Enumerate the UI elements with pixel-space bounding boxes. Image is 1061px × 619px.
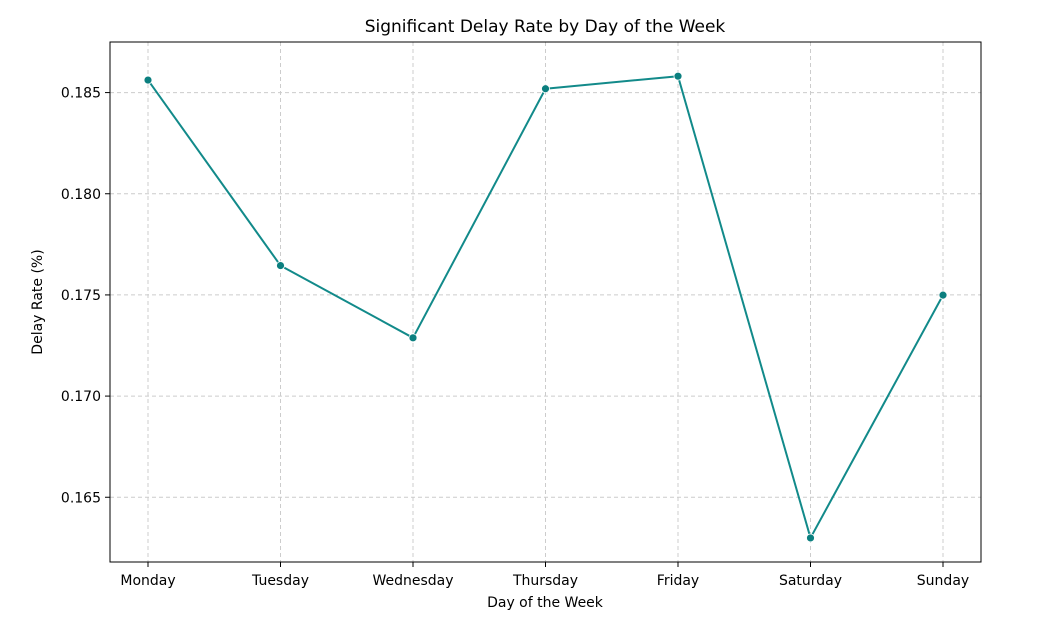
data-point bbox=[541, 84, 550, 94]
x-tick-label: Wednesday bbox=[372, 573, 453, 589]
y-axis-title: Delay Rate (%) bbox=[30, 249, 46, 354]
x-tick-label: Thursday bbox=[512, 573, 578, 589]
x-tick-label: Monday bbox=[120, 573, 175, 589]
y-tick-label: 0.165 bbox=[61, 490, 101, 506]
data-point bbox=[938, 290, 948, 300]
data-point bbox=[673, 71, 683, 81]
x-axis: Monday Tuesday Wednesday Thursday Friday Satu… bbox=[120, 562, 969, 589]
chart-title: Significant Delay Rate by Day of the Wee… bbox=[365, 17, 726, 37]
data-point bbox=[806, 533, 815, 543]
x-axis-title: Day of the Week bbox=[487, 595, 604, 611]
y-axis: 0.165 0.170 0.175 0.180 0.185 bbox=[61, 86, 110, 506]
x-tick-label: Saturday bbox=[779, 573, 842, 589]
y-tick-label: 0.170 bbox=[61, 389, 101, 405]
data-point bbox=[143, 75, 153, 85]
x-tick-label: Friday bbox=[657, 573, 699, 589]
x-tick-label: Sunday bbox=[917, 573, 969, 589]
series bbox=[143, 71, 948, 543]
y-tick-label: 0.175 bbox=[61, 288, 101, 304]
y-tick-label: 0.180 bbox=[61, 187, 101, 203]
x-tick-label: Tuesday bbox=[251, 573, 309, 589]
y-tick-label: 0.185 bbox=[61, 86, 101, 102]
data-point bbox=[408, 333, 418, 343]
data-point bbox=[276, 261, 285, 270]
